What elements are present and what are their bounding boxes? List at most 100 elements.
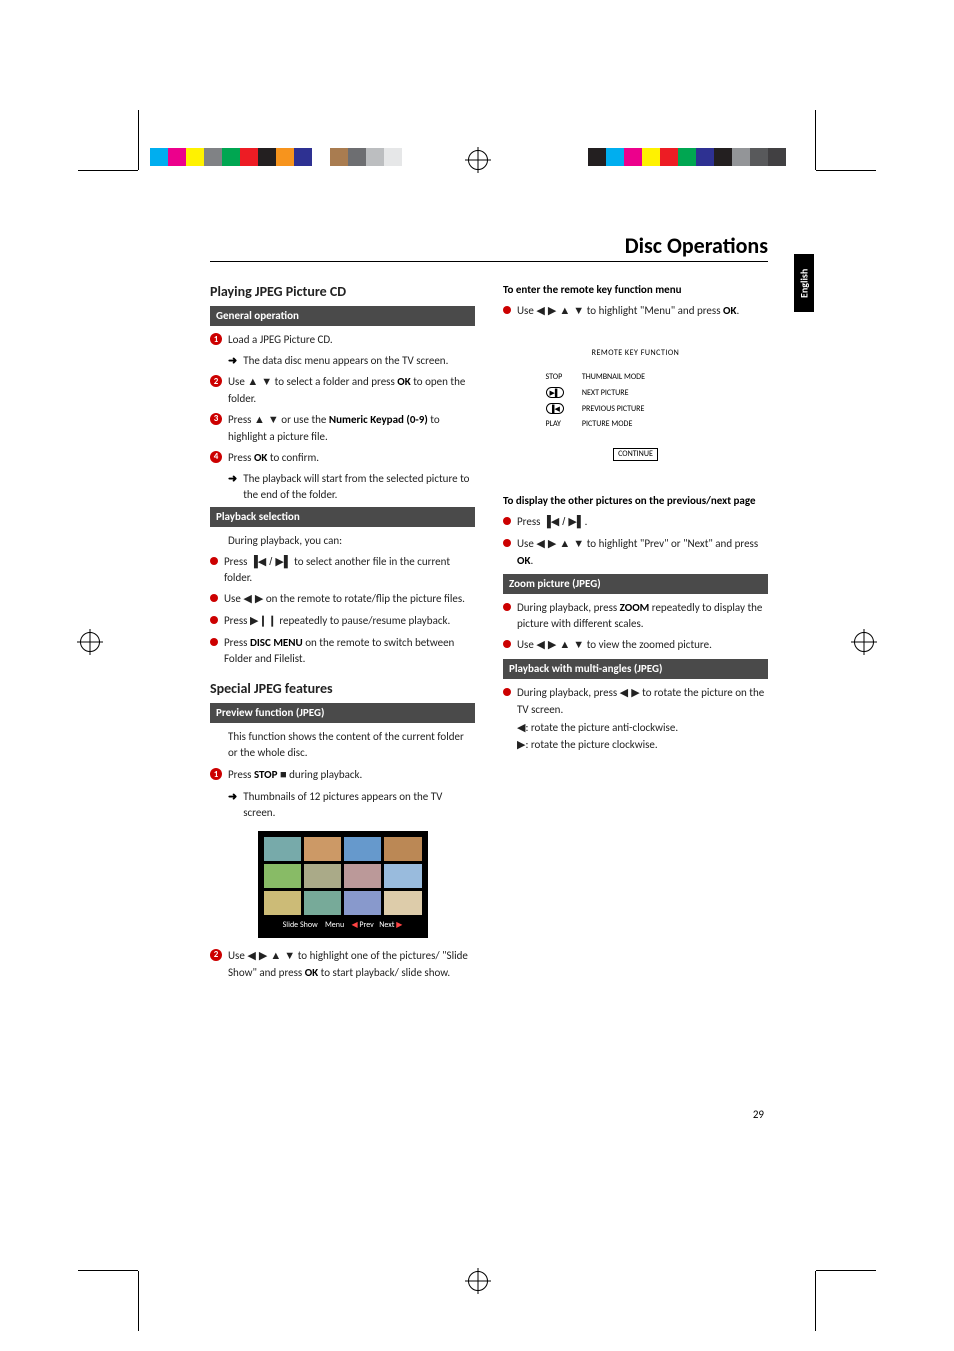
skip-icon: ▐◀ / ▶▌ <box>250 556 292 568</box>
page-body: Disc Operations Playing JPEG Picture CD … <box>210 232 768 986</box>
ok-label: OK <box>397 375 410 388</box>
bullet-item: Press ▐◀ / ▶▌ to select another file in … <box>210 554 475 587</box>
preview-step-1: 1 Press STOP ■ during playback. <box>210 767 475 784</box>
bullet-text: : rotate the picture anti-clockwise. <box>525 721 678 734</box>
color-bar-left <box>150 148 402 166</box>
bullet-text: to highlight "Prev" or "Next" and press <box>587 537 758 550</box>
crop-mark <box>138 110 139 170</box>
crop-mark <box>138 1271 139 1331</box>
stop-label: STOP <box>254 768 278 781</box>
bullet-item: Use ◀ ▶ ▲ ▼ to highlight "Prev" or "Next… <box>503 536 768 569</box>
crop-mark <box>816 1270 876 1271</box>
step-1: 1 Load a JPEG Picture CD. <box>210 332 475 348</box>
step-3: 3 Press ▲ ▼ or use the Numeric Keypad (0… <box>210 412 475 445</box>
color-swatch <box>330 148 348 166</box>
bar-general-operation: General operation <box>210 306 475 326</box>
crop-mark <box>815 1271 816 1331</box>
language-tab: English <box>794 254 814 312</box>
bullet-text: Use <box>517 638 536 651</box>
color-swatch <box>204 148 222 166</box>
crop-mark <box>78 170 138 171</box>
thumbnail <box>264 837 301 861</box>
registration-mark <box>468 1271 488 1291</box>
step-badge: 1 <box>210 768 222 780</box>
bullet-text: Use <box>517 537 536 550</box>
color-swatch <box>588 148 606 166</box>
bullet-item: Use ◀ ▶ ▲ ▼ to view the zoomed picture. <box>503 637 768 654</box>
heading-display-other: To display the other pictures on the pre… <box>503 494 756 507</box>
registration-mark <box>468 150 488 170</box>
step-badge: 3 <box>210 413 222 425</box>
thumbnail <box>344 891 381 915</box>
color-swatch <box>606 148 624 166</box>
color-swatch <box>258 148 276 166</box>
preview-intro: This function shows the content of the c… <box>228 729 475 761</box>
color-swatch <box>750 148 768 166</box>
color-bar-right <box>588 148 804 166</box>
remote-function-cell: PICTURE MODE <box>574 418 653 432</box>
bullet-text: : rotate the picture clockwise. <box>525 738 657 751</box>
step-text: Use <box>228 375 247 388</box>
bullet-item: Press ▶❙❙ repeatedly to pause/resume pla… <box>210 613 475 630</box>
color-swatch <box>240 148 258 166</box>
bullet-icon <box>210 594 218 602</box>
bullet-text: Press <box>517 515 543 528</box>
step-4-result: ➜ The playback will start from the selec… <box>228 471 475 503</box>
thumbnail-preview-panel: Slide Show Menu ◀ Prev Next ▶ <box>258 831 428 938</box>
color-swatch <box>384 148 402 166</box>
step-1-result: ➜ The data disc menu appears on the TV s… <box>228 353 475 369</box>
step-text: or use the <box>281 413 329 426</box>
step-2: 2 Use ▲ ▼ to select a folder and press O… <box>210 374 475 407</box>
step-badge: 2 <box>210 375 222 387</box>
disc-menu-label: DISC MENU <box>250 636 303 649</box>
color-swatch <box>276 148 294 166</box>
bullet-item: Press ▐◀ / ▶▌. <box>503 514 768 531</box>
bullet-icon <box>210 557 218 565</box>
ok-label: OK <box>254 451 267 464</box>
color-swatch <box>150 148 168 166</box>
bullet-text: repeatedly to pause/resume playback. <box>279 614 450 627</box>
dpad-icon: ◀ ▶ ▲ ▼ <box>536 639 584 651</box>
preview-step-1-result: ➜ Thumbnails of 12 pictures appears on t… <box>228 789 475 821</box>
next-label: Next <box>379 920 394 930</box>
bullet-text: Press <box>224 614 250 627</box>
heading-remote-key: To enter the remote key function menu <box>503 283 682 296</box>
slideshow-label: Slide Show <box>283 920 318 930</box>
bullet-icon <box>503 603 511 611</box>
numeric-keypad-label: Numeric Keypad (0-9) <box>329 413 428 426</box>
thumbnail-caption: Slide Show Menu ◀ Prev Next ▶ <box>264 919 422 932</box>
color-swatch <box>660 148 678 166</box>
bullet-item: Use ◀ ▶ ▲ ▼ to highlight "Menu" and pres… <box>503 303 768 320</box>
thumbnail <box>384 891 421 915</box>
continue-button: CONTINUE <box>613 448 658 462</box>
color-swatch <box>714 148 732 166</box>
step-text: Load a JPEG Picture CD. <box>228 333 333 346</box>
bullet-item: During playback, press ◀ ▶ to rotate the… <box>503 685 768 754</box>
bullet-icon <box>503 688 511 696</box>
crop-mark <box>816 170 876 171</box>
remote-key-cell: ▐◀ <box>538 403 572 417</box>
color-swatch <box>168 148 186 166</box>
thumbnail <box>304 864 341 888</box>
remote-key-cell: ▶▌ <box>538 387 572 401</box>
right-icon: ▶ <box>396 920 402 929</box>
dpad-icon: ◀ ▶ ▲ ▼ <box>536 538 584 550</box>
bullet-text: During playback, press <box>517 601 620 614</box>
right-column: To enter the remote key function menu Us… <box>503 270 768 986</box>
left-icon: ◀ <box>351 920 357 929</box>
bar-playback-selection: Playback selection <box>210 507 475 527</box>
left-right-icon: ◀ ▶ <box>620 687 640 699</box>
step-text: Press <box>228 413 254 426</box>
registration-mark <box>854 632 874 652</box>
remote-function-cell: NEXT PICTURE <box>574 387 653 401</box>
skip-icon: ▐◀ / ▶▌ <box>543 516 585 528</box>
thumbnail <box>344 837 381 861</box>
thumbnail <box>304 891 341 915</box>
bullet-text: to view the zoomed picture. <box>587 638 712 651</box>
ok-label: OK <box>305 966 318 979</box>
bullet-item: During playback, press ZOOM repeatedly t… <box>503 600 768 632</box>
bar-zoom-picture: Zoom picture (JPEG) <box>503 574 768 594</box>
bullet-icon <box>503 517 511 525</box>
step-text: to start playback/ slide show. <box>321 966 451 979</box>
result-text: Thumbnails of 12 pictures appears on the… <box>243 789 475 821</box>
